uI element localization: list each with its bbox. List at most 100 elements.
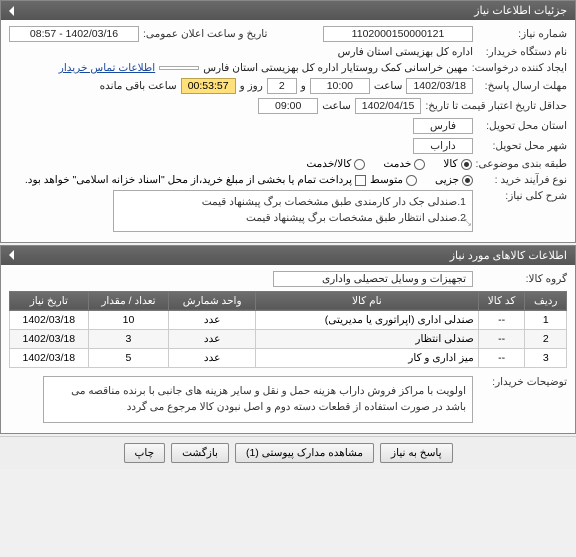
print-button[interactable]: چاپ [124, 443, 166, 463]
panel-title: جزئیات اطلاعات نیاز [474, 4, 567, 17]
buyer-org-label: نام دستگاه خریدار: [477, 46, 567, 58]
table-cell: -- [478, 348, 525, 367]
deadline-label: مهلت ارسال پاسخ: [477, 80, 567, 92]
radio-dot-icon [406, 175, 417, 186]
desc-label: شرح کلی نیاز: [477, 190, 567, 202]
table-cell: 1402/03/18 [10, 348, 89, 367]
table-cell: 3 [525, 348, 567, 367]
category-label: طبقه بندی موضوعی: [476, 158, 567, 170]
process-radio-group: جزیی متوسط [370, 174, 473, 186]
col-date: تاریخ نیاز [10, 291, 89, 310]
table-cell: صندلی اداری (اپراتوری یا مدیریتی) [255, 310, 478, 329]
radio-goods-service[interactable]: کالا/خدمت [306, 158, 365, 170]
contact-blank [159, 66, 199, 70]
public-announce-label: تاریخ و ساعت اعلان عمومی: [143, 28, 267, 40]
need-details-panel: جزئیات اطلاعات نیاز شماره نیاز: 11020001… [0, 0, 576, 243]
radio-part[interactable]: جزیی [435, 174, 473, 186]
table-cell: 1 [525, 310, 567, 329]
days-value: 2 [267, 78, 297, 94]
treasury-checkbox[interactable]: پرداخت تمام یا بخشی از مبلغ خرید،از محل … [25, 174, 366, 186]
resize-icon[interactable]: ⤡ [464, 216, 471, 230]
province: فارس [413, 118, 473, 134]
col-name: نام کالا [255, 291, 478, 310]
attachments-button[interactable]: مشاهده مدارک پیوستی (1) [235, 443, 374, 463]
goods-panel: اطلاعات کالاهای مورد نیاز گروه کالا: تجه… [0, 245, 576, 435]
table-cell: عدد [169, 348, 256, 367]
city: داراب [413, 138, 473, 154]
buyer-notes: اولویت با مراکز فروش داراب هزینه حمل و ن… [43, 376, 473, 424]
respond-button[interactable]: پاسخ به نیاز [380, 443, 452, 463]
table-cell: عدد [169, 310, 256, 329]
radio-dot-icon [354, 159, 365, 170]
collapse-icon[interactable] [9, 250, 14, 260]
contact-link[interactable]: اطلاعات تماس خریدار [59, 62, 155, 74]
table-row[interactable]: 3--میز اداری و کارعدد51402/03/18 [10, 348, 567, 367]
province-label: استان محل تحویل: [477, 120, 567, 132]
table-cell: 3 [88, 329, 169, 348]
col-qty: تعداد / مقدار [88, 291, 169, 310]
deadline-date: 1402/03/18 [406, 78, 473, 94]
radio-dot-icon [414, 159, 425, 170]
desc-textarea[interactable]: 1.صندلی جک دار کارمندی طبق مشخصات برگ پی… [113, 190, 473, 232]
countdown-timer: 00:53:57 [181, 78, 236, 94]
radio-dot-icon [461, 159, 472, 170]
footer-bar: پاسخ به نیاز مشاهده مدارک پیوستی (1) باز… [0, 436, 576, 469]
table-cell: 5 [88, 348, 169, 367]
validity-date: 1402/04/15 [355, 98, 422, 114]
radio-medium[interactable]: متوسط [370, 174, 417, 186]
validity-label: حداقل تاریخ اعتبار قیمت تا تاریخ: [425, 100, 567, 112]
remaining-label: ساعت باقی مانده [100, 80, 177, 92]
items-table: ردیف کد کالا نام کالا واحد شمارش تعداد /… [9, 291, 567, 368]
col-row: ردیف [525, 291, 567, 310]
goods-header: اطلاعات کالاهای مورد نیاز [1, 246, 575, 265]
radio-goods-service-label: کالا/خدمت [306, 158, 351, 170]
col-code: کد کالا [478, 291, 525, 310]
city-label: شهر محل تحویل: [477, 140, 567, 152]
desc-line-2: 2.صندلی انتظار طبق مشخصات برگ پیشنهاد قی… [120, 211, 466, 227]
table-row[interactable]: 1--صندلی اداری (اپراتوری یا مدیریتی)عدد1… [10, 310, 567, 329]
table-cell: 1402/03/18 [10, 310, 89, 329]
buyer-org: اداره کل بهزیستی استان فارس [338, 46, 473, 58]
notes-label: توضیحات خریدار: [477, 376, 567, 388]
desc-line-1: 1.صندلی جک دار کارمندی طبق مشخصات برگ پی… [120, 195, 466, 211]
requester: مهین خراسانی کمک روستایار اداره کل بهزیس… [203, 62, 468, 74]
table-cell: 10 [88, 310, 169, 329]
radio-service-label: خدمت [383, 158, 411, 170]
table-cell: صندلی انتظار [255, 329, 478, 348]
table-cell: 2 [525, 329, 567, 348]
requester-label: ایجاد کننده درخواست: [472, 62, 567, 74]
radio-part-label: جزیی [435, 174, 459, 186]
deadline-time: 10:00 [310, 78, 370, 94]
group-label: گروه کالا: [477, 273, 567, 285]
radio-goods[interactable]: کالا [443, 158, 471, 170]
table-cell: -- [478, 310, 525, 329]
collapse-icon[interactable] [9, 6, 14, 16]
radio-service[interactable]: خدمت [383, 158, 425, 170]
public-announce: 1402/03/16 - 08:57 [9, 26, 139, 42]
need-details-header: جزئیات اطلاعات نیاز [1, 1, 575, 20]
validity-time: 09:00 [258, 98, 318, 114]
checkbox-icon [355, 175, 366, 186]
category-radio-group: کالا خدمت کالا/خدمت [306, 158, 471, 170]
radio-medium-label: متوسط [370, 174, 403, 186]
time-label-1: ساعت [374, 80, 403, 92]
col-unit: واحد شمارش [169, 291, 256, 310]
table-cell: -- [478, 329, 525, 348]
and-label: و [301, 80, 306, 92]
need-number-label: شماره نیاز: [477, 28, 567, 40]
time-label-2: ساعت [322, 100, 351, 112]
table-cell: عدد [169, 329, 256, 348]
table-cell: 1402/03/18 [10, 329, 89, 348]
days-label: روز و [240, 80, 263, 92]
radio-dot-icon [462, 175, 473, 186]
goods-body: گروه کالا: تجهیزات و وسایل تحصیلی واداری… [1, 265, 575, 434]
table-row[interactable]: 2--صندلی انتظارعدد31402/03/18 [10, 329, 567, 348]
treasury-checkbox-label: پرداخت تمام یا بخشی از مبلغ خرید،از محل … [25, 174, 352, 186]
radio-goods-label: کالا [443, 158, 457, 170]
group-value: تجهیزات و وسایل تحصیلی واداری [273, 271, 473, 287]
process-label: نوع فرآیند خرید : [477, 174, 567, 186]
need-number: 1102000150000121 [323, 26, 473, 42]
goods-panel-title: اطلاعات کالاهای مورد نیاز [450, 249, 567, 262]
table-cell: میز اداری و کار [255, 348, 478, 367]
back-button[interactable]: بازگشت [171, 443, 229, 463]
